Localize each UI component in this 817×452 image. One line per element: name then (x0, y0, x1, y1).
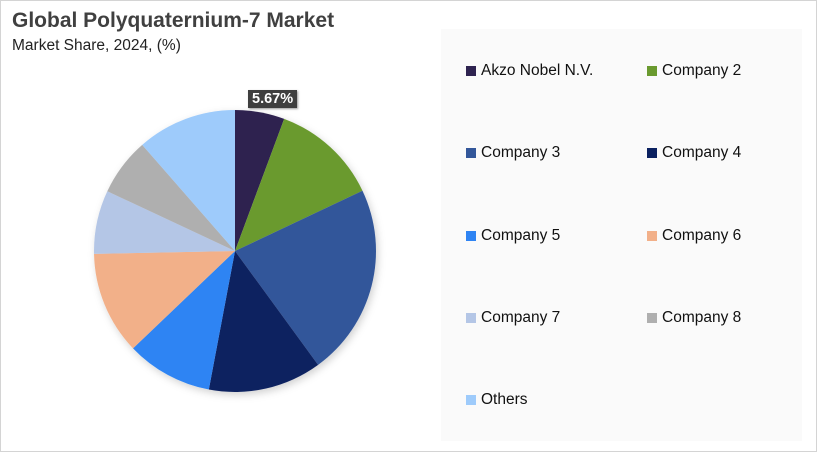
legend-swatch (647, 66, 657, 76)
pie-slice-company-2 (235, 118, 363, 251)
legend-item-company-2: Company 2 (647, 62, 741, 80)
legend-label: Company 6 (662, 227, 742, 244)
legend-item-company-7: Company 7 (466, 309, 560, 327)
legend-item-company-6: Company 6 (647, 227, 741, 245)
pie-slice-company-5 (133, 251, 235, 390)
pie-slice-company-6 (94, 251, 236, 349)
legend-label: Company 2 (662, 62, 742, 79)
legend-item-company-8: Company 8 (647, 309, 741, 327)
pie-slice-others (142, 110, 235, 251)
legend-swatch (647, 313, 657, 323)
pie-chart (82, 98, 388, 404)
legend-label: Company 7 (481, 309, 561, 326)
chart-subtitle: Market Share, 2024, (%) (12, 37, 181, 54)
legend-item-company-5: Company 5 (466, 227, 560, 245)
pie-slice-company-4 (208, 251, 319, 392)
data-label-akzo: 5.67% (248, 90, 298, 108)
legend-swatch (466, 66, 476, 76)
pie-slice-company-7 (94, 191, 235, 254)
legend-item-company-3: Company 3 (466, 144, 560, 162)
pie-slice-company-3 (235, 190, 376, 365)
legend-swatch (466, 231, 476, 241)
legend-label: Company 4 (662, 144, 742, 161)
legend-item-others: Others (466, 391, 528, 409)
legend: Akzo Nobel N.V. Company 2 Company 3 Comp… (441, 29, 802, 441)
legend-label: Company 3 (481, 144, 561, 161)
chart-title: Global Polyquaternium-7 Market (12, 9, 335, 32)
legend-label: Company 5 (481, 227, 561, 244)
legend-swatch (466, 395, 476, 405)
legend-swatch (647, 231, 657, 241)
legend-item-akzo-nobel: Akzo Nobel N.V. (466, 62, 593, 80)
pie-slice-company-8 (107, 144, 235, 251)
pie-slice-akzo-nobel-n-v (235, 110, 285, 251)
legend-swatch (466, 313, 476, 323)
legend-label: Others (481, 391, 528, 408)
legend-item-company-4: Company 4 (647, 144, 741, 162)
legend-label: Company 8 (662, 309, 742, 326)
legend-swatch (466, 148, 476, 158)
legend-label: Akzo Nobel N.V. (481, 62, 594, 79)
legend-swatch (647, 148, 657, 158)
